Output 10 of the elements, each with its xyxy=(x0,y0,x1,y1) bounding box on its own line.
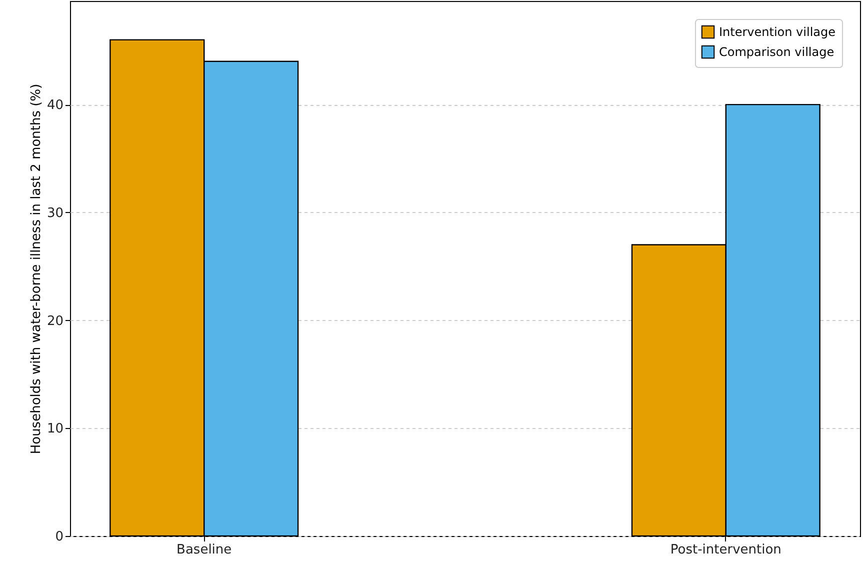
legend-label: Intervention village xyxy=(719,25,836,39)
y-tick-label: 10 xyxy=(46,422,64,437)
y-tick-label: 20 xyxy=(46,314,64,329)
y-tick-label: 40 xyxy=(46,98,64,114)
x-tick-label: Post-intervention xyxy=(670,542,782,558)
x-tick-label: Baseline xyxy=(176,542,232,558)
legend-label: Comparison village xyxy=(719,45,834,59)
y-axis-title: Households with water-borne illness in last 2 months (%) xyxy=(28,84,44,454)
y-tick-label: 30 xyxy=(46,206,64,221)
y-tick-label: 0 xyxy=(55,530,64,544)
